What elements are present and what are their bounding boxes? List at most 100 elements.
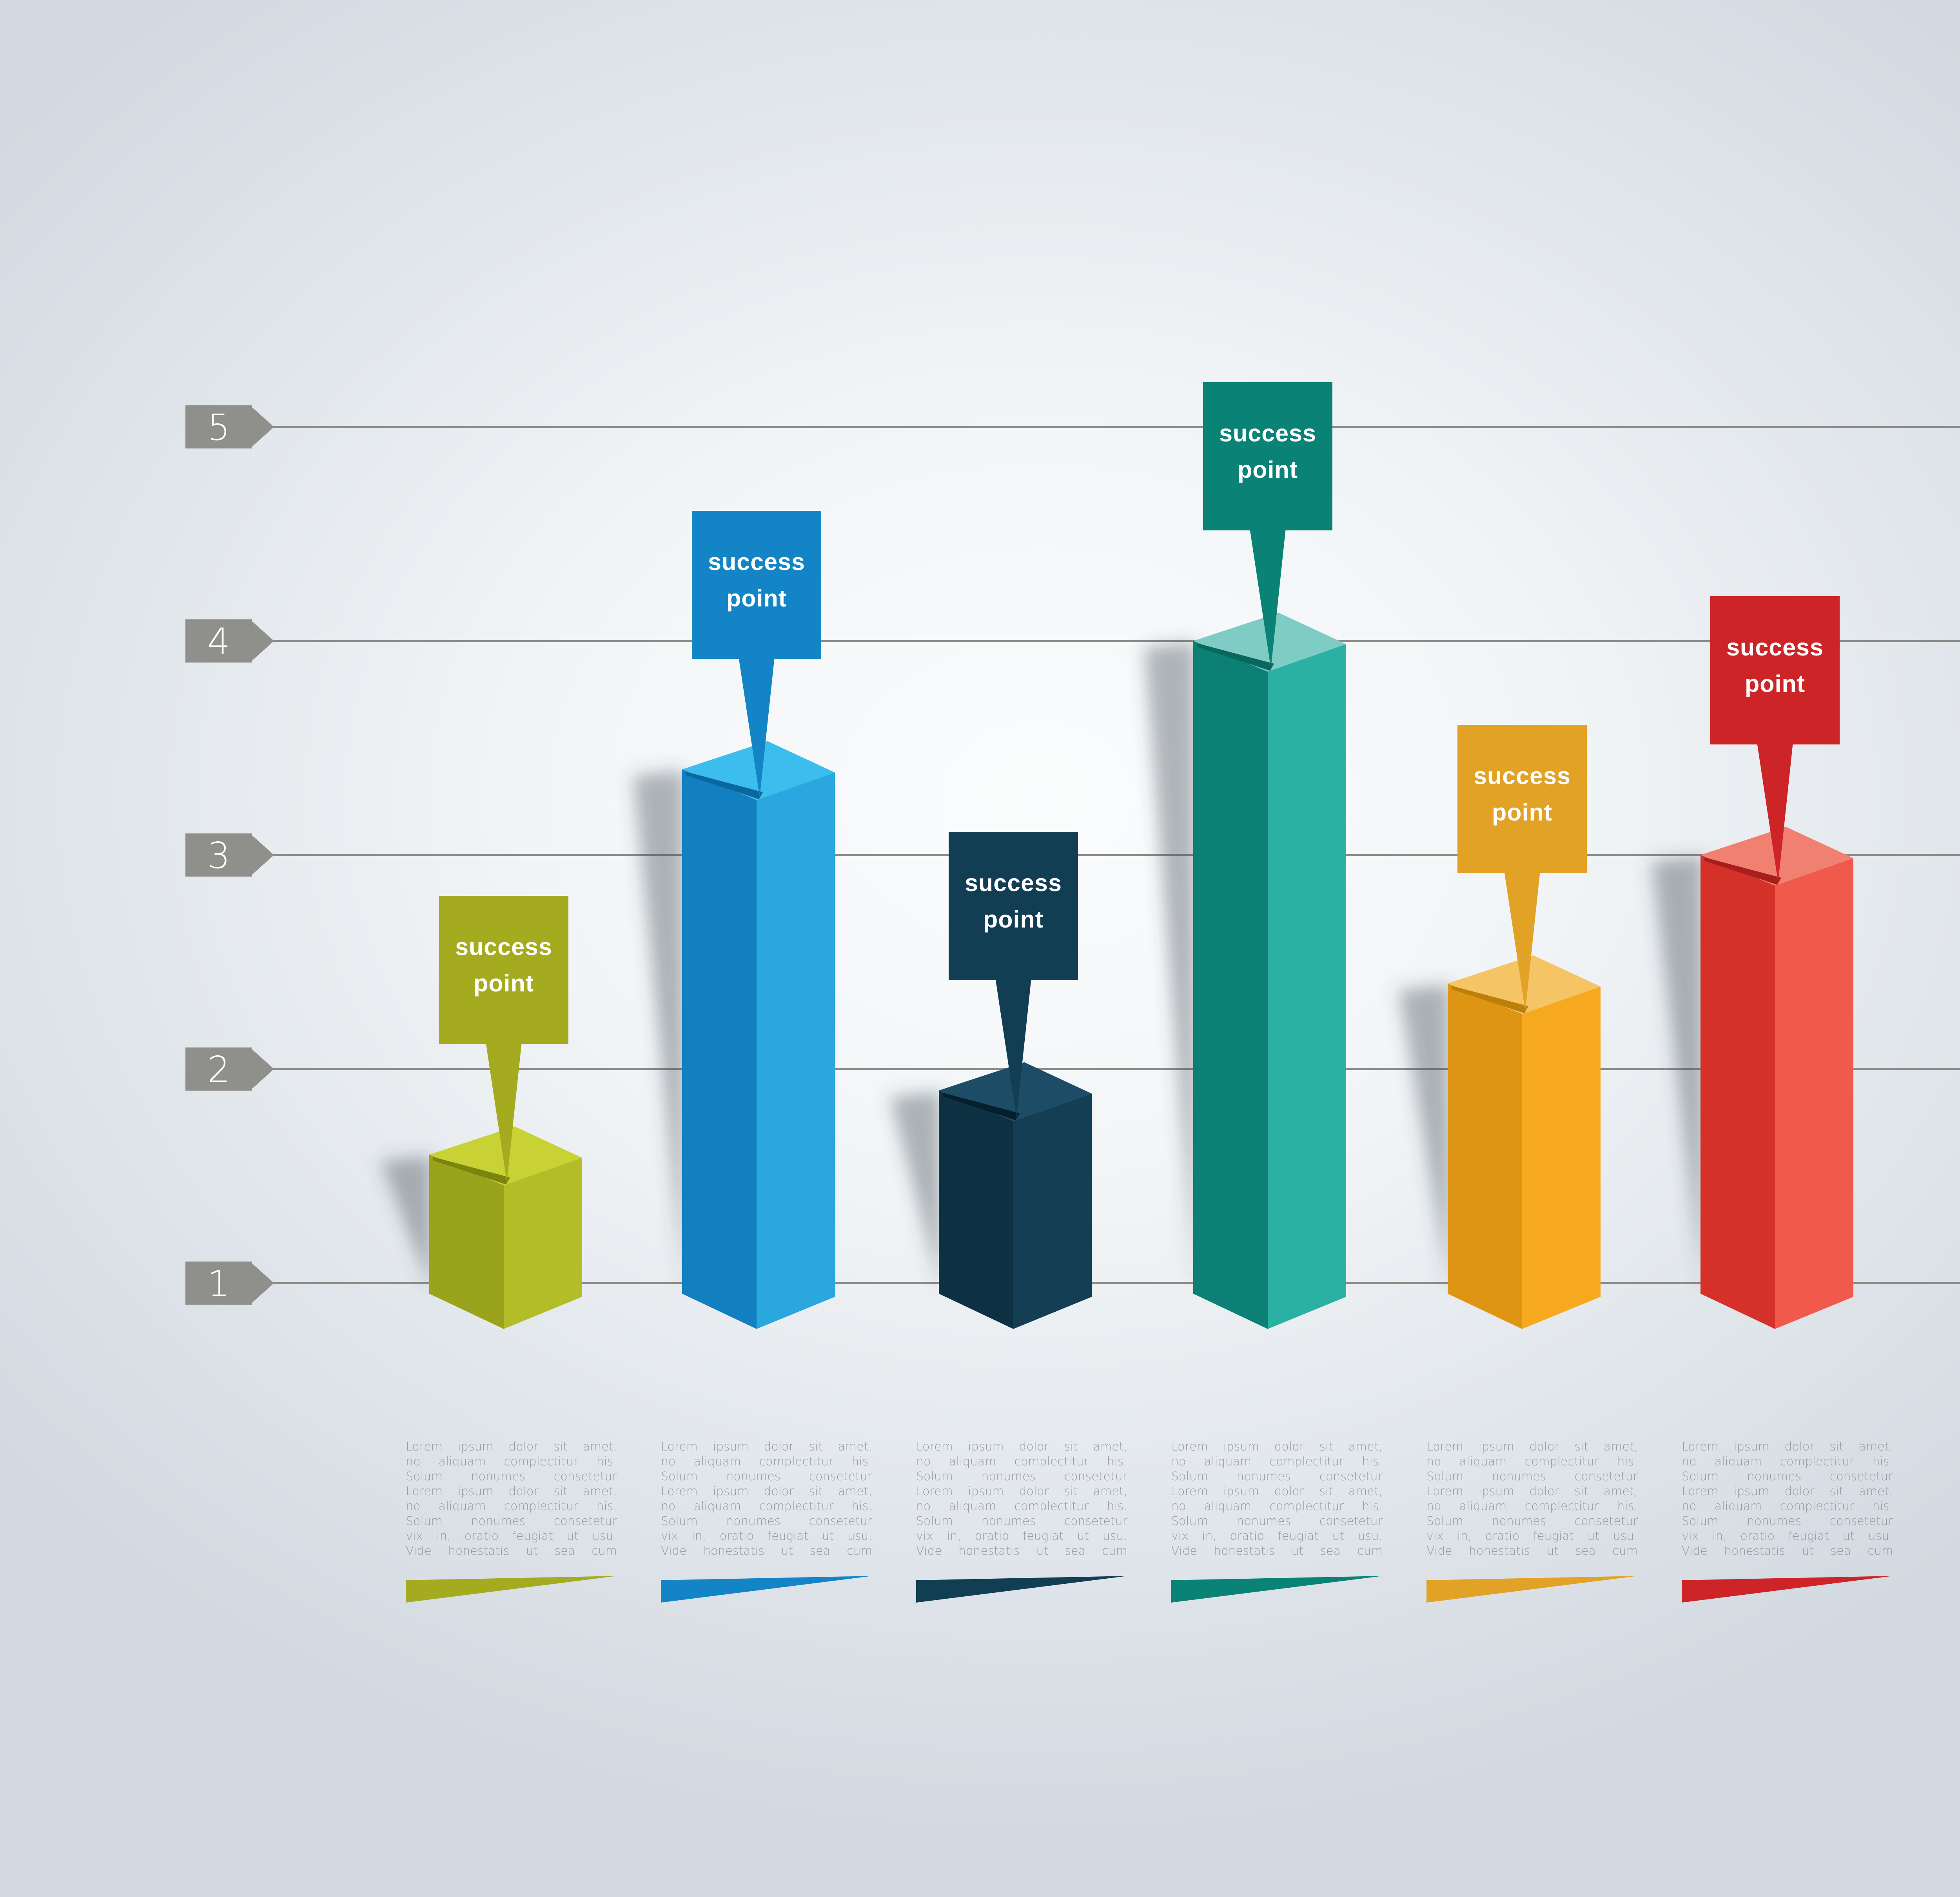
footer-text-line: Solum nonumes consetetur [1682, 1470, 1893, 1483]
blue-bar-callout-needle [739, 656, 775, 797]
footer-text-line: Lorem ipsum dolor sit amet, [916, 1440, 1127, 1454]
footer-text-line: Vide honestatis ut sea cum [1682, 1544, 1893, 1558]
success-point-callout: success point [1203, 382, 1332, 530]
footer-column: Lorem ipsum dolor sit amet, no aliquam complec… [406, 1440, 617, 1603]
footer-column: Lorem ipsum dolor sit amet, no aliquam complec… [916, 1440, 1127, 1603]
footer-text-line: vix in, oratio feugiat ut usu. [1171, 1529, 1383, 1543]
axis-flag-arrow-icon [251, 407, 274, 447]
footer-text-line: no aliquam complectitur his. [661, 1455, 872, 1469]
orange-bar-group [1399, 870, 1601, 1329]
callout-line1: success [1474, 762, 1571, 789]
footer-text-line: vix in, oratio feugiat ut usu. [661, 1529, 872, 1543]
footer-text-line: no aliquam complectitur his. [916, 1455, 1127, 1469]
footer-text-line: Lorem ipsum dolor sit amet, [1426, 1440, 1638, 1454]
bars-layer [380, 528, 1853, 1329]
axis-flag-1: 1 [185, 1262, 274, 1305]
success-point-callout: success point [1457, 724, 1587, 873]
footer-text-line: Solum nonumes consetetur [1171, 1514, 1383, 1528]
footer-text-line: no aliquam complectitur his. [916, 1499, 1127, 1513]
footer-text-line: Lorem ipsum dolor sit amet, [1426, 1485, 1638, 1498]
footer-column: Lorem ipsum dolor sit amet, no aliquam complec… [1682, 1440, 1893, 1603]
axis-flag-5: 5 [185, 405, 274, 448]
blue-bar-shadow [633, 770, 684, 1291]
callout-line1: success [1219, 420, 1316, 447]
orange-bar-shadow [1399, 984, 1450, 1291]
orange-bar-callout-needle [1504, 870, 1540, 1011]
footer-text-line: Lorem ipsum dolor sit amet, [406, 1440, 617, 1454]
footer-text-line: vix in, oratio feugiat ut usu. [1426, 1529, 1638, 1543]
red-bar-callout-needle [1757, 742, 1793, 882]
orange-bar-front-face [1522, 986, 1601, 1329]
success-point-callout: success point [439, 896, 568, 1044]
axis-flag-box [185, 405, 252, 448]
axis-tick-label: 4 [207, 621, 230, 663]
footer-text-line: Lorem ipsum dolor sit amet, [1682, 1485, 1893, 1498]
teal-bar-front-face [1268, 644, 1346, 1329]
y-axis-ticks: 5 4 3 2 1 [185, 405, 274, 1305]
red-bar-lid-slit [1704, 857, 1781, 885]
footer-text-line: no aliquam complectitur his. [1426, 1455, 1638, 1469]
footer-text-line: Solum nonumes consetetur [1426, 1514, 1638, 1528]
callout-line1: success [708, 548, 805, 575]
footer-text-line: Solum nonumes consetetur [1426, 1470, 1638, 1483]
blue-bar-lid-slit [686, 772, 763, 799]
footer-text-line: no aliquam complectitur his. [406, 1499, 617, 1513]
teal-bar-lid-slit [1197, 643, 1274, 671]
callout-line2: point [473, 970, 534, 997]
footer-text-line: Vide honestatis ut sea cum [1171, 1544, 1383, 1558]
axis-flag-4: 4 [185, 619, 274, 663]
orange-bar-side-face [1448, 983, 1522, 1329]
footer-column: Lorem ipsum dolor sit amet, no aliquam complec… [661, 1440, 872, 1603]
callout-line2: point [1744, 670, 1806, 697]
axis-flag-arrow-icon [251, 1263, 274, 1303]
footer-text-line: Lorem ipsum dolor sit amet, [1682, 1440, 1893, 1454]
footer-text-line: vix in, oratio feugiat ut usu. [1682, 1529, 1893, 1543]
olive-bar-shadow [380, 1155, 432, 1291]
footer-column: Lorem ipsum dolor sit amet, no aliquam complec… [1426, 1440, 1638, 1603]
navy-bar-lid-slit [943, 1093, 1020, 1120]
footer-text-line: no aliquam complectitur his. [661, 1499, 872, 1513]
footer-text-line: Vide honestatis ut sea cum [661, 1544, 872, 1558]
footer-text-line: Lorem ipsum dolor sit amet, [661, 1485, 872, 1498]
footer-text-line: no aliquam complectitur his. [1171, 1499, 1383, 1513]
callout-line1: success [1726, 634, 1824, 661]
olive-bar-front-face [504, 1158, 582, 1329]
footer-text-line: no aliquam complectitur his. [1171, 1455, 1383, 1469]
teal-bar-callout-needle [1250, 528, 1286, 668]
red-bar-shadow [1651, 856, 1703, 1291]
footer-text-line: vix in, oratio feugiat ut usu. [916, 1529, 1127, 1543]
navy-bar-front-face [1013, 1093, 1092, 1329]
red-bar-front-face [1775, 858, 1853, 1329]
red-bar-group [1651, 742, 1853, 1329]
footer-text-line: Solum nonumes consetetur [406, 1514, 617, 1528]
axis-tick-label: 3 [207, 835, 230, 877]
footer-text-line: Lorem ipsum dolor sit amet, [916, 1485, 1127, 1498]
footer-text-line: Solum nonumes consetetur [1682, 1514, 1893, 1528]
axis-flag-arrow-icon [251, 621, 274, 661]
axis-tick-label: 1 [207, 1263, 230, 1305]
axis-flag-2: 2 [185, 1047, 274, 1091]
footer-text-line: Vide honestatis ut sea cum [406, 1544, 617, 1558]
footer-text-line: no aliquam complectitur his. [1682, 1455, 1893, 1469]
footer-text-line: no aliquam complectitur his. [1426, 1499, 1638, 1513]
footer-text-line: no aliquam complectitur his. [406, 1455, 617, 1469]
navy-bar-side-face [939, 1090, 1013, 1329]
axis-flag-box [185, 1047, 252, 1091]
footer-text-line: Lorem ipsum dolor sit amet, [1171, 1485, 1383, 1498]
navy-bar-callout-needle [995, 977, 1031, 1118]
success-point-callout: success point [949, 831, 1078, 980]
navy-bar-shadow [890, 1091, 941, 1291]
teal-bar-side-face [1193, 641, 1268, 1329]
success-point-callout: success point [1710, 596, 1840, 744]
callout-line2: point [726, 585, 787, 612]
footer-text-line: no aliquam complectitur his. [1682, 1499, 1893, 1513]
olive-bar-side-face [429, 1155, 504, 1329]
footer-text-line: Solum nonumes consetetur [916, 1514, 1127, 1528]
footer-text-line: Lorem ipsum dolor sit amet, [406, 1485, 617, 1498]
footer-text-line: Solum nonumes consetetur [661, 1514, 872, 1528]
axis-flag-box [185, 833, 252, 877]
blue-bar-group [633, 656, 835, 1329]
footer-text-line: Solum nonumes consetetur [661, 1470, 872, 1483]
